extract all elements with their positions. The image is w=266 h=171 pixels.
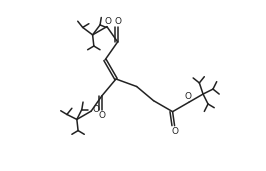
Text: O: O bbox=[98, 111, 105, 120]
Text: O: O bbox=[114, 17, 121, 26]
Text: O: O bbox=[184, 92, 191, 101]
Text: O: O bbox=[92, 105, 99, 114]
Text: O: O bbox=[104, 17, 111, 25]
Text: O: O bbox=[171, 127, 178, 136]
